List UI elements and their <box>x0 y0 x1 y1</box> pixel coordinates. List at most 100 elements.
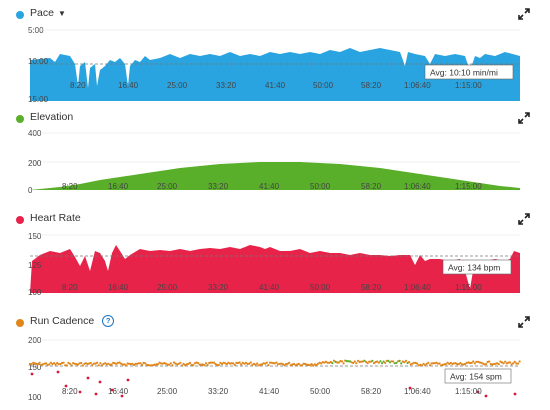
run-cadence-avg-box <box>444 368 512 384</box>
cadence-point <box>513 360 516 363</box>
elevation-title: Elevation <box>30 111 74 123</box>
cadence-point <box>124 364 128 367</box>
cadence-point <box>316 362 320 365</box>
x-tick: 16:40 <box>108 283 129 292</box>
x-tick: 25:00 <box>167 81 188 90</box>
cadence-point <box>420 364 424 367</box>
cadence-point <box>246 362 249 365</box>
cadence-point <box>504 360 507 363</box>
cadence-point <box>315 363 318 367</box>
x-tick: 50:00 <box>310 182 331 191</box>
cadence-point <box>353 360 356 363</box>
cadence-point <box>264 362 267 365</box>
cadence-point <box>38 361 41 364</box>
cadence-point <box>449 361 452 365</box>
cadence-point <box>387 359 390 362</box>
cadence-outlier-point <box>64 384 68 388</box>
x-tick: 25:00 <box>157 387 178 396</box>
cadence-outlier-point <box>56 370 60 374</box>
cadence-point <box>65 364 68 367</box>
cadence-point <box>92 362 96 365</box>
caret-down-icon[interactable]: ▼ <box>57 9 66 18</box>
cadence-point <box>412 361 416 364</box>
x-tick: 1:15:00 <box>455 81 482 90</box>
expand-arrows-icon[interactable] <box>518 316 530 328</box>
cadence-point <box>219 361 222 364</box>
cadence-point <box>435 361 438 364</box>
cadence-point <box>241 361 244 364</box>
cadence-point <box>300 364 304 367</box>
x-tick: 41:40 <box>259 387 280 396</box>
cadence-point <box>131 362 134 365</box>
cadence-point <box>52 362 56 365</box>
cadence-point <box>76 363 80 366</box>
cadence-point <box>432 362 435 365</box>
cadence-point <box>209 361 212 364</box>
pace-title-dropdown[interactable]: Pace ▼ <box>30 7 66 19</box>
cadence-point <box>265 361 268 364</box>
cadence-point <box>281 363 284 366</box>
x-tick: 33:20 <box>208 182 229 191</box>
cadence-point <box>468 361 472 365</box>
x-tick: 8:20 <box>62 283 78 292</box>
cadence-point <box>179 361 182 364</box>
cadence-point <box>408 361 411 364</box>
expand-arrows-icon[interactable] <box>518 213 530 225</box>
cadence-point <box>460 363 464 366</box>
cadence-point <box>355 362 358 365</box>
cadence-point <box>177 362 180 365</box>
cadence-point <box>283 364 286 367</box>
cadence-point <box>312 364 315 367</box>
cadence-point <box>368 360 371 363</box>
cadence-point <box>128 362 131 365</box>
cadence-point <box>457 363 460 366</box>
cadence-point <box>99 362 102 365</box>
cadence-point <box>404 359 408 362</box>
run-cadence-chart: 200 150 100 Avg: 154 spm 8:20 16:40 25:0… <box>28 336 521 402</box>
x-tick: 58:20 <box>361 387 382 396</box>
pace-area <box>30 48 520 101</box>
run-cadence-y-label-mid: 150 <box>28 363 42 372</box>
cadence-outlier-point <box>476 390 480 394</box>
cadence-point <box>308 364 312 367</box>
cadence-point <box>214 363 217 366</box>
cadence-point <box>196 361 200 365</box>
cadence-point <box>446 361 449 364</box>
x-tick: 8:20 <box>62 182 78 191</box>
x-tick: 33:20 <box>208 387 229 396</box>
cadence-outlier-point <box>110 388 114 392</box>
cadence-point <box>240 363 243 366</box>
run-cadence-title-wrap: Run Cadence? <box>30 315 115 327</box>
x-tick: 58:20 <box>361 283 382 292</box>
cadence-point <box>172 361 176 364</box>
cadence-point <box>212 361 216 364</box>
cadence-point <box>118 361 121 364</box>
cadence-point <box>356 359 360 362</box>
cadence-outlier-point <box>120 394 124 398</box>
cadence-point <box>297 362 300 365</box>
cadence-point <box>204 362 208 365</box>
pace-title: Pace <box>30 7 54 19</box>
cadence-point <box>160 362 163 365</box>
cadence-point <box>424 364 427 367</box>
heart-rate-y-label-mid: 125 <box>28 261 42 270</box>
help-circle-icon[interactable]: ? <box>102 315 115 327</box>
heart-rate-x-axis: 8:20 16:40 25:00 33:20 41:40 50:00 58:20… <box>62 283 482 292</box>
expand-arrows-icon[interactable] <box>518 112 530 124</box>
x-tick: 33:20 <box>216 81 237 90</box>
cadence-outlier-point <box>408 386 412 390</box>
cadence-point <box>268 361 272 364</box>
cadence-point <box>54 363 57 366</box>
x-tick: 41:40 <box>259 283 280 292</box>
heart-rate-legend-dot <box>16 216 24 224</box>
cadence-point <box>448 362 451 365</box>
cadence-point <box>129 362 132 366</box>
cadence-point <box>292 362 296 366</box>
cadence-outlier-point <box>86 376 90 380</box>
elevation-y-label-bottom: 0 <box>28 186 33 195</box>
expand-arrows-icon[interactable] <box>518 8 530 20</box>
cadence-point <box>473 362 476 365</box>
run-cadence-x-axis: 8:20 16:40 25:00 33:20 41:40 50:00 58:20… <box>62 387 482 396</box>
cadence-point <box>156 363 160 366</box>
cadence-point <box>342 362 345 365</box>
